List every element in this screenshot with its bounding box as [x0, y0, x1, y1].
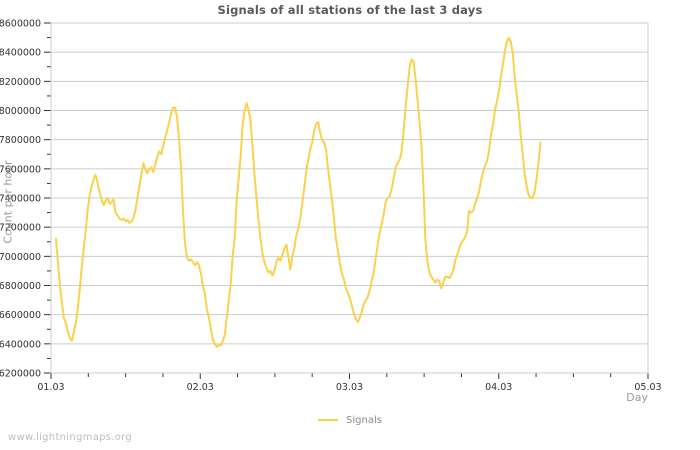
- y-tick-label: 6200000: [0, 369, 41, 380]
- plot-border: [50, 22, 649, 374]
- x-tick-label: 02.03: [187, 382, 214, 393]
- chart-title: Signals of all stations of the last 3 da…: [217, 3, 483, 17]
- y-tick-label: 7000000: [0, 252, 41, 263]
- legend-label: Signals: [346, 414, 382, 426]
- y-tick-label: 8400000: [0, 48, 41, 59]
- watermark: www.lightningmaps.org: [8, 432, 133, 443]
- y-tick-label: 7400000: [0, 194, 41, 205]
- x-tick-label: 05.03: [634, 382, 661, 393]
- legend-line-swatch: [318, 419, 339, 421]
- y-tick-label: 6400000: [0, 339, 41, 350]
- y-tick-label: 8200000: [0, 77, 41, 88]
- signals-line: [54, 36, 542, 348]
- x-tick-label: 01.03: [37, 382, 64, 393]
- y-tick-label: 8000000: [0, 106, 41, 117]
- legend: Signals: [0, 412, 700, 428]
- y-axis-title: Count per hour: [1, 160, 15, 244]
- y-tick-label: 6800000: [0, 281, 41, 292]
- y-tick-label: 6600000: [0, 310, 41, 321]
- y-tick-label: 7200000: [0, 223, 41, 234]
- y-tick-label: 8600000: [0, 19, 41, 30]
- x-axis-title: Day: [626, 391, 648, 404]
- x-tick-label: 04.03: [485, 382, 512, 393]
- x-tick-label: 03.03: [336, 382, 363, 393]
- y-tick-label: 7800000: [0, 135, 41, 146]
- y-tick-label: 7600000: [0, 164, 41, 175]
